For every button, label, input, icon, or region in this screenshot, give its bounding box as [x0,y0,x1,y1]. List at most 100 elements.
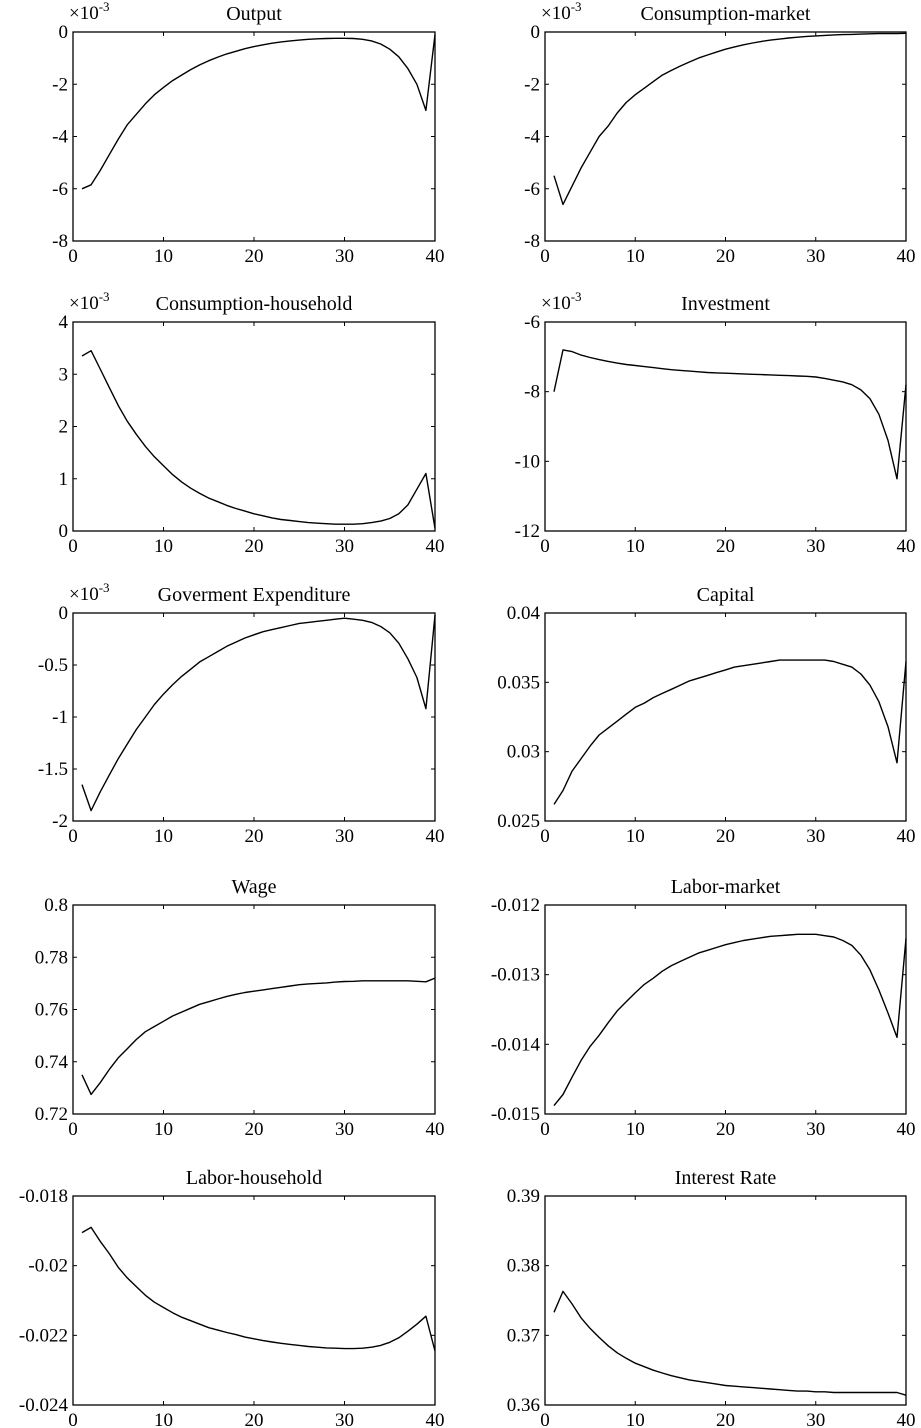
series-line [553,349,907,480]
x-tick-label: 30 [335,1119,354,1140]
axes-frame [72,31,436,242]
x-tick-label: 10 [154,1119,173,1140]
x-tick-label: 10 [626,536,645,557]
y-tick-label: 0.74 [35,1052,69,1073]
axes-frame [544,612,907,822]
y-tick-label: -1 [52,707,68,728]
series-line [553,933,907,1107]
y-tick-label: -2 [52,74,68,95]
x-tick-label: 30 [806,1410,825,1428]
y-tick-label: 0.035 [497,672,540,693]
x-tick-label: 30 [806,1119,825,1140]
x-tick-label: 20 [245,246,264,267]
chart-title: Output [226,3,282,25]
x-tick-label: 0 [540,246,550,267]
chart-panel: 0 10 20 30 40-2-1.5-1-0.50×10-3 Goverment Exp… [38,580,445,847]
axis-exponent-power: -3 [99,0,110,14]
x-tick-label: 0 [68,1410,78,1428]
y-tick-label: -0.014 [491,1034,541,1055]
y-tick-label: 0.04 [507,603,541,624]
x-tick-label: 10 [154,536,173,557]
axis-exponent-label: ×10-3 [541,289,582,314]
y-tick-label: 0.025 [497,811,540,832]
y-tick-label: -8 [524,231,540,252]
axis-exponent-label: ×10-3 [69,0,110,24]
series-line [81,615,436,812]
y-tick-label: -12 [515,521,540,542]
x-tick-label: 10 [626,826,645,847]
x-tick-label: 40 [897,246,916,267]
y-tick-label: 1 [59,469,69,490]
x-tick-label: 40 [426,1410,445,1428]
series-line [81,1226,436,1352]
x-tick-label: 20 [245,1119,264,1140]
chart-title: Capital [697,584,755,606]
x-tick-label: 30 [335,246,354,267]
x-tick-label: 0 [68,826,78,847]
chart-panel: 0 10 20 30 40 -12 -10 -8 -6×10-3 Investment [515,289,916,557]
x-tick-label: 40 [897,1119,916,1140]
series-line [553,32,907,206]
x-tick-label: 10 [154,246,173,267]
x-tick-label: 20 [245,536,264,557]
x-tick-label: 20 [716,1119,735,1140]
y-tick-label: 3 [59,364,69,385]
x-tick-label: 20 [716,1410,735,1428]
y-tick-label: -0.5 [38,655,68,676]
x-tick-label: 40 [897,536,916,557]
y-tick-label: -2 [524,74,540,95]
axis-exponent-power: -3 [99,289,110,304]
y-tick-label: 0.37 [507,1325,540,1346]
y-tick-label: 0 [59,521,69,542]
y-tick-label: -1.5 [38,759,68,780]
series-line [553,1290,907,1396]
chart-title: Consumption-market [641,3,811,25]
x-tick-label: 40 [897,826,916,847]
x-tick-label: 40 [426,536,445,557]
y-tick-label: 0.36 [507,1395,540,1416]
y-tick-label: -8 [52,231,68,252]
axes-frame [72,612,436,822]
x-tick-label: 10 [626,246,645,267]
chart-title: Wage [231,876,276,898]
y-tick-label: -4 [52,127,68,148]
y-tick-label: 0 [531,22,541,43]
y-tick-label: 2 [59,417,69,438]
x-tick-label: 0 [540,536,550,557]
y-tick-label: -0.018 [19,1186,68,1207]
axis-exponent-label: ×10-3 [69,580,110,605]
x-tick-label: 10 [626,1119,645,1140]
x-tick-label: 20 [716,826,735,847]
x-tick-label: 0 [540,1119,550,1140]
x-tick-label: 20 [716,536,735,557]
chart-panel: 0 10 20 30 40 -0.015 -0.014 -0.013 -0.012 Labor-m… [491,876,916,1140]
y-tick-label: 4 [59,312,69,333]
y-tick-label: -0.022 [19,1325,68,1346]
x-tick-label: 30 [806,536,825,557]
chart-title: Investment [681,293,770,315]
x-tick-label: 10 [626,1410,645,1428]
axis-exponent-label: ×10-3 [69,289,110,314]
y-tick-label: 0.03 [507,742,540,763]
chart-panel: 0 10 20 30 40 0.025 0.03 0.035 0.04 Capital [497,584,915,847]
x-tick-label: 40 [897,1410,916,1428]
y-tick-label: 0 [59,603,69,624]
y-tick-label: 0.72 [35,1104,68,1125]
axis-exponent-power: -3 [571,289,582,304]
series-line [553,659,907,805]
y-tick-label: 0.39 [507,1186,540,1207]
y-tick-label: -0.024 [19,1395,69,1416]
x-tick-label: 40 [426,1119,445,1140]
axes-frame [544,904,907,1115]
x-tick-label: 10 [154,1410,173,1428]
chart-panel: 0 10 20 30 40 0.36 0.37 0.38 0.39 Interest Rate [507,1167,916,1428]
y-tick-label: -0.02 [28,1256,68,1277]
axes-frame [544,321,907,532]
x-tick-label: 40 [426,246,445,267]
series-line [81,977,436,1096]
axis-exponent-label: ×10-3 [541,0,582,24]
series-line [81,34,436,190]
series-line [81,350,436,529]
axes-frame [72,321,436,532]
